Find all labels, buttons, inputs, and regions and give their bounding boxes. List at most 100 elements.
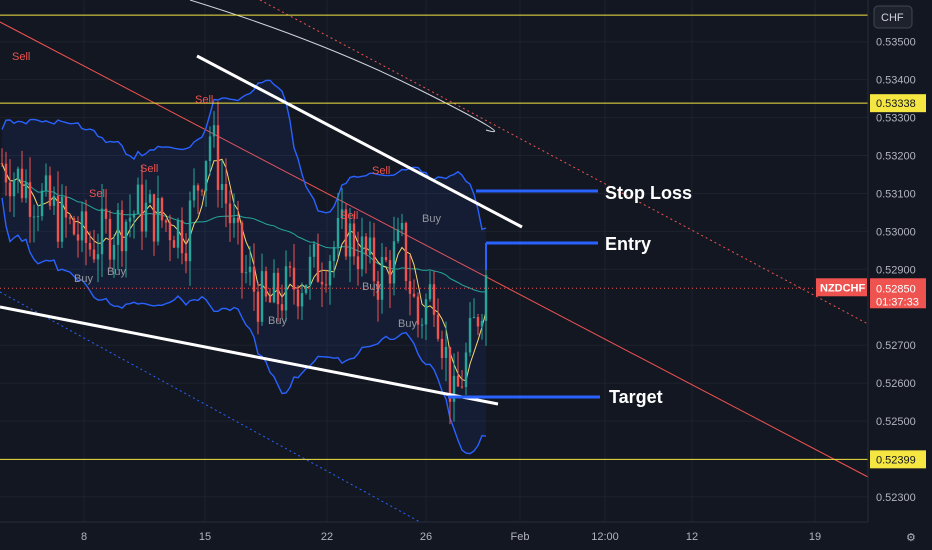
candle-body — [424, 299, 428, 325]
candle-body — [28, 182, 32, 217]
candle — [52, 186, 56, 216]
candle — [20, 150, 24, 203]
candle-body — [396, 229, 400, 242]
candle-body — [360, 236, 364, 270]
candle-body — [468, 317, 472, 353]
candle-body — [120, 210, 124, 252]
candle — [56, 171, 60, 249]
symbol-badge — [816, 278, 867, 297]
candle — [388, 250, 392, 308]
candle — [84, 199, 88, 266]
candle-body — [240, 222, 244, 273]
candle — [208, 126, 212, 176]
candle-body — [60, 196, 64, 242]
signal-sell: Sell — [140, 163, 158, 175]
candle-body — [160, 198, 164, 221]
candle-body — [204, 161, 208, 191]
candle — [276, 267, 280, 322]
entry-label: Entry — [605, 234, 651, 254]
stop-loss-label: Stop Loss — [605, 183, 692, 203]
candle — [200, 188, 204, 196]
candle — [80, 202, 84, 253]
candle — [268, 288, 272, 303]
candle — [468, 302, 472, 357]
candle — [12, 172, 16, 218]
candle — [348, 207, 352, 283]
time-tick-label: Feb — [511, 531, 530, 543]
candle-body — [456, 375, 460, 387]
candle-body — [388, 260, 392, 284]
candle-body — [284, 266, 288, 311]
currency-badge: CHF — [873, 5, 913, 29]
signal-sell: Sell — [372, 165, 390, 177]
candle — [100, 184, 104, 278]
candle — [312, 241, 316, 268]
candle — [212, 111, 216, 148]
time-tick-label: 12:00 — [591, 531, 619, 543]
candle-body — [252, 266, 256, 292]
candle-body — [68, 217, 72, 219]
candle-body — [340, 209, 344, 219]
time-tick-label: 26 — [420, 531, 432, 543]
candle-body — [104, 208, 108, 219]
candle-body — [64, 196, 68, 218]
candle-body — [216, 125, 220, 190]
candle-body — [76, 234, 80, 241]
candle-body — [384, 257, 388, 261]
candle — [128, 194, 132, 238]
price-tick-label: 0.52700 — [876, 340, 916, 352]
candle — [424, 293, 428, 341]
candle — [412, 279, 416, 298]
candle — [260, 253, 264, 326]
symbol-text: NZDCHF — [820, 282, 865, 294]
candle-body — [4, 163, 8, 183]
candle — [224, 158, 228, 228]
candle — [148, 189, 152, 204]
candle-body — [428, 284, 432, 300]
candle — [324, 270, 328, 293]
candle — [400, 213, 404, 237]
candle-body — [432, 284, 436, 315]
level-price-text: 0.53338 — [876, 98, 916, 110]
candle — [96, 233, 100, 283]
currency-badge-box — [873, 5, 913, 29]
candle — [408, 255, 412, 316]
candle — [88, 231, 92, 257]
candle-body — [156, 198, 160, 242]
candle-body — [464, 352, 468, 388]
candle — [112, 234, 116, 278]
candle — [140, 165, 144, 251]
candle — [404, 221, 408, 291]
signal-buy: Buy — [74, 273, 93, 285]
candle — [344, 203, 348, 261]
candle — [72, 215, 76, 236]
bollinger-upper-line — [1, 79, 487, 231]
candle — [376, 270, 380, 322]
candle — [236, 200, 240, 245]
candle-body — [300, 293, 304, 307]
candle-body — [320, 281, 324, 285]
candle-body — [444, 346, 448, 359]
candle-body — [236, 217, 240, 223]
candle — [340, 188, 344, 229]
price-tick-label: 0.53100 — [876, 188, 916, 200]
candle — [160, 196, 164, 228]
candle — [256, 281, 260, 335]
currency-label: CHF — [881, 12, 904, 24]
candle-body — [176, 220, 180, 248]
candle-body — [56, 195, 60, 242]
candle-body — [268, 296, 272, 303]
candle-body — [0, 163, 4, 165]
candle — [136, 177, 140, 215]
time-tick-label: 19 — [809, 531, 821, 543]
candle — [328, 254, 332, 305]
candle — [116, 202, 120, 271]
candle-body — [40, 190, 44, 217]
candle-body — [200, 190, 204, 192]
candle — [8, 159, 12, 212]
price-tick-label: 0.53500 — [876, 37, 916, 49]
current-price-badge — [870, 278, 926, 309]
candle — [28, 157, 32, 243]
